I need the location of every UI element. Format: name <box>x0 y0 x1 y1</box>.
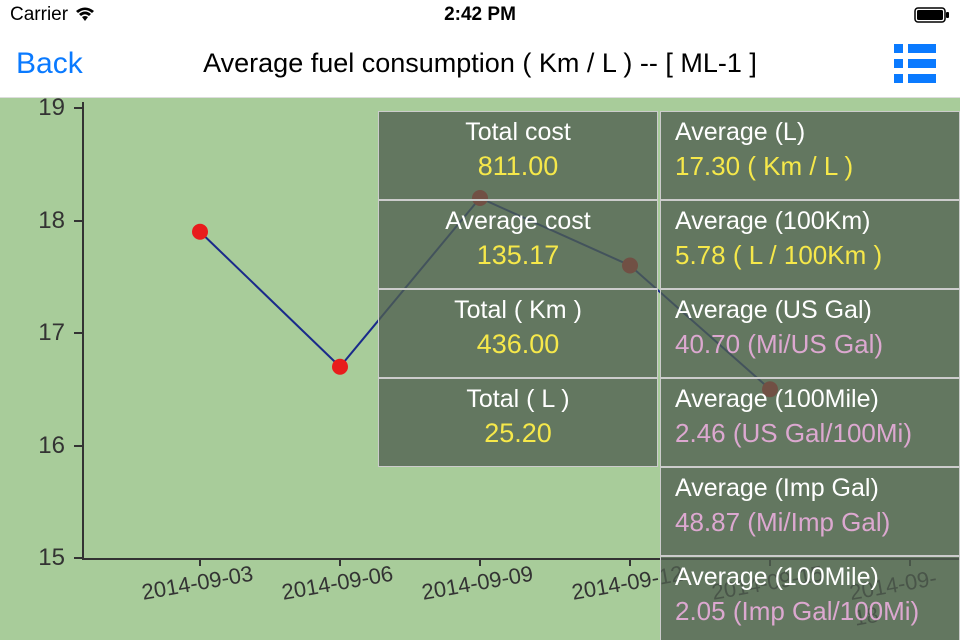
chart-marker <box>192 224 208 240</box>
back-button[interactable]: Back <box>16 47 83 81</box>
stat-cell: Average (L) 17.30 ( Km / L ) <box>660 111 960 200</box>
x-tick-label: 2014-09-06 <box>280 561 395 606</box>
nav-bar: Back Average fuel consumption ( Km / L )… <box>0 30 960 98</box>
x-tick <box>199 558 201 566</box>
page-title: Average fuel consumption ( Km / L ) -- [… <box>203 48 757 79</box>
status-right <box>914 7 950 23</box>
stats-panel-left: Total cost 811.00 Average cost 135.17 Total … <box>378 111 658 467</box>
battery-icon <box>914 7 950 23</box>
stat-value: 436.00 <box>389 329 647 360</box>
stat-label: Total cost <box>389 118 647 147</box>
stats-panel-right: Average (L) 17.30 ( Km / L ) Average (100K… <box>660 111 960 640</box>
stat-label: Average (L) <box>671 118 949 147</box>
y-axis <box>82 102 84 558</box>
x-tick-label: 2014-09-03 <box>140 561 255 606</box>
list-view-button[interactable] <box>894 44 936 83</box>
stat-cell: Average (100Mile) 2.05 (Imp Gal/100Mi) <box>660 556 960 640</box>
stat-cell: Average (Imp Gal) 48.87 (Mi/Imp Gal) <box>660 467 960 556</box>
stat-value: 811.00 <box>389 151 647 182</box>
stat-cell: Total cost 811.00 <box>378 111 658 200</box>
stat-label: Total ( Km ) <box>389 296 647 325</box>
stat-label: Average (100Mile) <box>671 563 949 592</box>
x-tick <box>629 558 631 566</box>
stat-label: Average cost <box>389 207 647 236</box>
carrier-label: Carrier <box>10 4 68 26</box>
status-left: Carrier <box>10 4 96 26</box>
stat-label: Average (US Gal) <box>671 296 949 325</box>
y-tick <box>74 107 82 109</box>
y-tick-label: 17 <box>38 319 65 347</box>
x-tick <box>479 558 481 566</box>
y-tick-label: 18 <box>38 207 65 235</box>
status-bar: Carrier 2:42 PM <box>0 0 960 30</box>
stat-label: Average (100Mile) <box>671 385 949 414</box>
stat-value: 2.46 (US Gal/100Mi) <box>671 418 949 449</box>
stat-cell: Average (US Gal) 40.70 (Mi/US Gal) <box>660 289 960 378</box>
wifi-icon <box>74 7 96 23</box>
stat-value: 5.78 ( L / 100Km ) <box>671 240 949 271</box>
stat-value: 135.17 <box>389 240 647 271</box>
y-tick <box>74 557 82 559</box>
stat-cell: Total ( Km ) 436.00 <box>378 289 658 378</box>
y-tick-label: 19 <box>38 94 65 122</box>
stat-cell: Average (100Km) 5.78 ( L / 100Km ) <box>660 200 960 289</box>
stat-cell: Average (100Mile) 2.46 (US Gal/100Mi) <box>660 378 960 467</box>
x-tick <box>339 558 341 566</box>
status-time: 2:42 PM <box>444 4 516 26</box>
y-tick <box>74 445 82 447</box>
y-tick <box>74 332 82 334</box>
stat-cell: Total ( L ) 25.20 <box>378 378 658 467</box>
stat-value: 25.20 <box>389 418 647 449</box>
y-tick-label: 16 <box>38 432 65 460</box>
y-tick <box>74 220 82 222</box>
chart-area: 15161718192014-09-032014-09-062014-09-09… <box>0 98 960 640</box>
stat-label: Average (100Km) <box>671 207 949 236</box>
stat-value: 40.70 (Mi/US Gal) <box>671 329 949 360</box>
x-tick-label: 2014-09-09 <box>420 561 535 606</box>
stat-cell: Average cost 135.17 <box>378 200 658 289</box>
chart-marker <box>332 359 348 375</box>
y-tick-label: 15 <box>38 544 65 572</box>
stat-value: 17.30 ( Km / L ) <box>671 151 949 182</box>
stat-label: Average (Imp Gal) <box>671 474 949 503</box>
stat-value: 48.87 (Mi/Imp Gal) <box>671 507 949 538</box>
stat-value: 2.05 (Imp Gal/100Mi) <box>671 596 949 627</box>
stat-label: Total ( L ) <box>389 385 647 414</box>
